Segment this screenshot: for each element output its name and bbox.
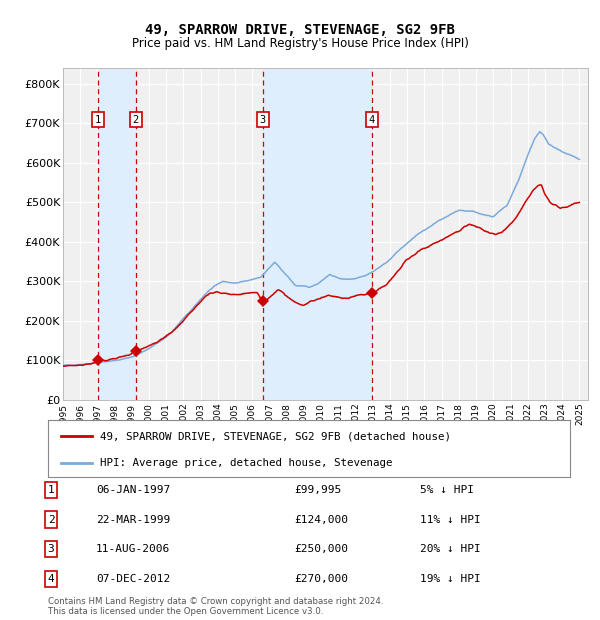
Text: £250,000: £250,000	[294, 544, 348, 554]
Text: Price paid vs. HM Land Registry's House Price Index (HPI): Price paid vs. HM Land Registry's House …	[131, 37, 469, 50]
Text: 22-MAR-1999: 22-MAR-1999	[96, 515, 170, 525]
Bar	[98, 68, 136, 400]
Text: 49, SPARROW DRIVE, STEVENAGE, SG2 9FB: 49, SPARROW DRIVE, STEVENAGE, SG2 9FB	[145, 24, 455, 37]
Text: 49, SPARROW DRIVE, STEVENAGE, SG2 9FB (detached house): 49, SPARROW DRIVE, STEVENAGE, SG2 9FB (d…	[100, 432, 451, 441]
Text: 3: 3	[47, 544, 55, 554]
Text: Contains HM Land Registry data © Crown copyright and database right 2024.
This d: Contains HM Land Registry data © Crown c…	[48, 596, 383, 616]
Text: 11-AUG-2006: 11-AUG-2006	[96, 544, 170, 554]
Text: 11% ↓ HPI: 11% ↓ HPI	[420, 515, 481, 525]
Text: 07-DEC-2012: 07-DEC-2012	[96, 574, 170, 584]
Text: 2: 2	[133, 115, 139, 125]
Text: £270,000: £270,000	[294, 574, 348, 584]
Text: 20% ↓ HPI: 20% ↓ HPI	[420, 544, 481, 554]
Bar	[263, 68, 371, 400]
Text: 4: 4	[47, 574, 55, 584]
Text: 19% ↓ HPI: 19% ↓ HPI	[420, 574, 481, 584]
Text: 1: 1	[95, 115, 101, 125]
Text: 1: 1	[47, 485, 55, 495]
Text: 06-JAN-1997: 06-JAN-1997	[96, 485, 170, 495]
Text: 2: 2	[47, 515, 55, 525]
Text: 3: 3	[260, 115, 266, 125]
Text: £124,000: £124,000	[294, 515, 348, 525]
Text: £99,995: £99,995	[294, 485, 341, 495]
Text: HPI: Average price, detached house, Stevenage: HPI: Average price, detached house, Stev…	[100, 458, 392, 467]
Text: 4: 4	[368, 115, 375, 125]
Text: 5% ↓ HPI: 5% ↓ HPI	[420, 485, 474, 495]
